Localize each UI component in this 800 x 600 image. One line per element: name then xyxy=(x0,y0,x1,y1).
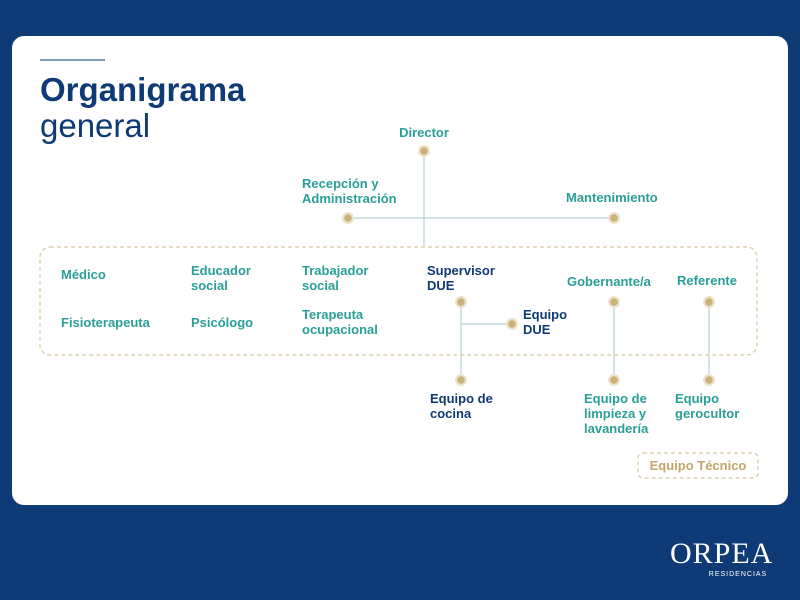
node-label: lavandería xyxy=(584,421,649,436)
node-label: social xyxy=(191,278,228,293)
node-label: Recepción y xyxy=(302,176,379,191)
node-label: DUE xyxy=(427,278,455,293)
node-dot xyxy=(705,298,713,306)
node-label: Trabajador xyxy=(302,263,368,278)
node-label: Administración xyxy=(302,191,397,206)
node-dot xyxy=(610,298,618,306)
node-dot xyxy=(457,376,465,384)
node-label: Referente xyxy=(677,273,737,288)
node-label: Educador xyxy=(191,263,251,278)
node-dot xyxy=(610,214,618,222)
node-label: DUE xyxy=(523,322,551,337)
node-label: Fisioterapeuta xyxy=(61,315,151,330)
node-dot xyxy=(508,320,516,328)
legend-label: Equipo Técnico xyxy=(650,458,747,473)
node-label: Director xyxy=(399,125,449,140)
node-label: Equipo xyxy=(675,391,719,406)
node-label: Psicólogo xyxy=(191,315,253,330)
node-label: limpieza y xyxy=(584,406,647,421)
node-label: Supervisor xyxy=(427,263,495,278)
node-label: cocina xyxy=(430,406,472,421)
node-label: social xyxy=(302,278,339,293)
subtitle: general xyxy=(40,107,150,144)
node-label: Equipo xyxy=(523,307,567,322)
node-label: Mantenimiento xyxy=(566,190,658,205)
node-dot xyxy=(705,376,713,384)
logo-tagline: RESIDENCIAS xyxy=(709,571,767,578)
node-label: Terapeuta xyxy=(302,307,364,322)
node-dot xyxy=(344,214,352,222)
node-dot xyxy=(610,376,618,384)
group-box xyxy=(39,246,758,356)
node-dot xyxy=(457,298,465,306)
title: Organigrama xyxy=(40,71,246,108)
node-label: Médico xyxy=(61,267,106,282)
card xyxy=(12,36,788,505)
logo-brand: ORPEA xyxy=(670,537,773,570)
dots xyxy=(342,145,715,386)
node-label: Equipo de xyxy=(584,391,647,406)
node-label: ocupacional xyxy=(302,322,378,337)
node-label: gerocultor xyxy=(675,406,739,421)
node-dot xyxy=(420,147,428,155)
connectors xyxy=(348,151,710,380)
node-label: Gobernante/a xyxy=(567,274,652,289)
node-label: Equipo de xyxy=(430,391,493,406)
